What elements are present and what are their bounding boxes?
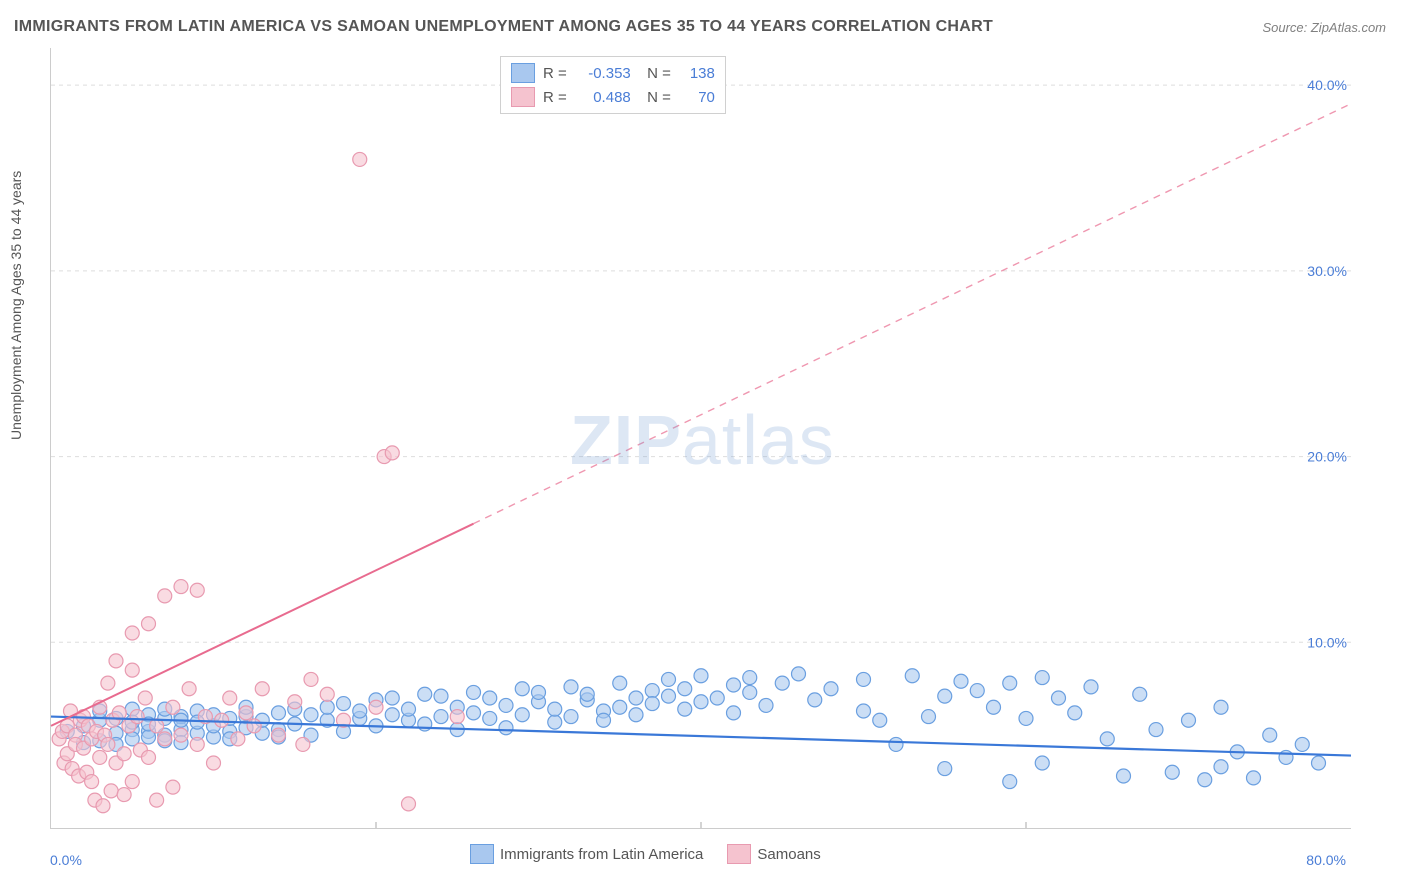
- svg-text:40.0%: 40.0%: [1307, 77, 1347, 93]
- y-axis-label: Unemployment Among Ages 35 to 44 years: [8, 171, 24, 440]
- n-label: N =: [639, 65, 671, 82]
- svg-text:20.0%: 20.0%: [1307, 449, 1347, 465]
- legend-stats-row: R = -0.353 N = 138: [511, 61, 715, 85]
- legend-stats-row: R = 0.488 N = 70: [511, 85, 715, 109]
- x-tick-end: 80.0%: [1306, 852, 1346, 868]
- legend-swatch: [511, 87, 535, 107]
- r-value: -0.353: [575, 65, 631, 82]
- legend-series-item: Immigrants from Latin America: [470, 844, 703, 864]
- series-name: Samoans: [757, 846, 820, 863]
- legend-swatch: [511, 63, 535, 83]
- series-name: Immigrants from Latin America: [500, 846, 703, 863]
- svg-text:10.0%: 10.0%: [1307, 634, 1347, 650]
- n-label: N =: [639, 89, 671, 106]
- legend-series: Immigrants from Latin America Samoans: [470, 844, 821, 864]
- r-label: R =: [543, 65, 567, 82]
- legend-swatch: [470, 844, 494, 864]
- n-value: 138: [679, 65, 715, 82]
- r-label: R =: [543, 89, 567, 106]
- source-label: Source: ZipAtlas.com: [1262, 20, 1386, 35]
- n-value: 70: [679, 89, 715, 106]
- watermark: ZIPatlas: [570, 400, 835, 480]
- svg-text:30.0%: 30.0%: [1307, 263, 1347, 279]
- legend-swatch: [727, 844, 751, 864]
- x-tick-start: 0.0%: [50, 852, 82, 868]
- legend-series-item: Samoans: [727, 844, 820, 864]
- chart-title: IMMIGRANTS FROM LATIN AMERICA VS SAMOAN …: [14, 18, 993, 36]
- legend-stats: R = -0.353 N = 138 R = 0.488 N = 70: [500, 56, 726, 114]
- watermark-bold: ZIP: [570, 401, 682, 479]
- watermark-light: atlas: [682, 401, 835, 479]
- r-value: 0.488: [575, 89, 631, 106]
